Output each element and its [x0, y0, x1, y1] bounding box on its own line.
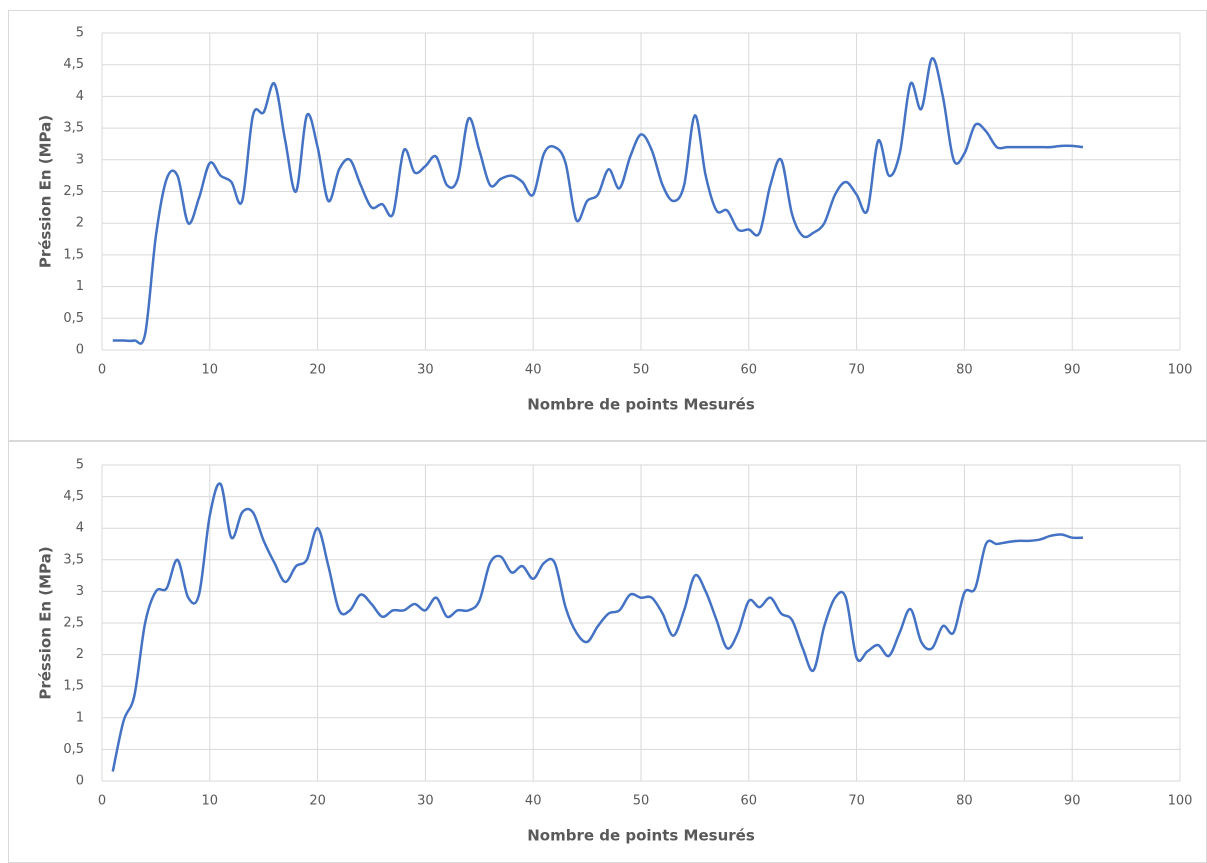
y-tick-label: 1	[76, 710, 84, 725]
x-tick-label: 100	[1168, 794, 1193, 809]
x-tick-label: 50	[633, 794, 650, 809]
y-tick-label: 2	[76, 647, 84, 662]
y-tick-label: 4,5	[63, 57, 84, 72]
x-tick-label: 20	[309, 363, 326, 378]
y-tick-label: 5	[76, 26, 84, 41]
y-tick-label: 3,5	[63, 121, 84, 136]
x-tick-label: 80	[956, 363, 973, 378]
x-tick-label: 30	[417, 363, 434, 378]
y-tick-label: 0	[76, 343, 84, 358]
data-line	[111, 482, 1084, 772]
x-tick-label: 0	[98, 794, 106, 809]
y-tick-label: 2,5	[63, 616, 84, 631]
x-tick-label: 60	[741, 363, 758, 378]
y-tick-label: 4	[76, 89, 84, 104]
x-tick-label: 50	[633, 363, 650, 378]
y-tick-label: 0,5	[63, 311, 84, 326]
x-tick-label: 100	[1168, 363, 1193, 378]
x-tick-label: 40	[525, 794, 542, 809]
x-tick-label: 40	[525, 363, 542, 378]
x-tick-label: 90	[1064, 794, 1081, 809]
x-tick-label: 70	[848, 794, 865, 809]
x-tick-label: 60	[741, 794, 758, 809]
data-line	[112, 57, 1084, 345]
y-tick-label: 1,5	[63, 247, 84, 262]
x-tick-label: 90	[1064, 363, 1081, 378]
y-tick-label: 4	[76, 521, 84, 536]
y-tick-label: 3	[76, 152, 84, 167]
y-tick-label: 3,5	[63, 552, 84, 567]
y-tick-label: 0,5	[63, 742, 84, 757]
y-tick-label: 0	[76, 774, 84, 789]
y-tick-label: 1	[76, 279, 84, 294]
y-axis-title: Préssion En (MPa)	[37, 115, 55, 268]
x-tick-label: 0	[98, 363, 106, 378]
y-tick-label: 2,5	[63, 184, 84, 199]
x-axis-title: Nombre de points Mesurés	[527, 396, 755, 414]
x-axis-title: Nombre de points Mesurés	[527, 827, 755, 845]
y-tick-label: 5	[76, 458, 84, 473]
y-tick-label: 4,5	[63, 489, 84, 504]
x-tick-label: 70	[848, 363, 865, 378]
x-tick-label: 10	[202, 794, 219, 809]
chart-frame	[8, 441, 1207, 863]
y-axis-title: Préssion En (MPa)	[37, 546, 55, 699]
x-tick-label: 80	[956, 794, 973, 809]
chart-frame	[8, 10, 1207, 441]
x-tick-label: 20	[309, 794, 326, 809]
y-tick-label: 1,5	[63, 679, 84, 694]
x-tick-label: 10	[202, 363, 219, 378]
y-tick-label: 3	[76, 584, 84, 599]
x-tick-label: 30	[417, 794, 434, 809]
y-tick-label: 2	[76, 216, 84, 231]
